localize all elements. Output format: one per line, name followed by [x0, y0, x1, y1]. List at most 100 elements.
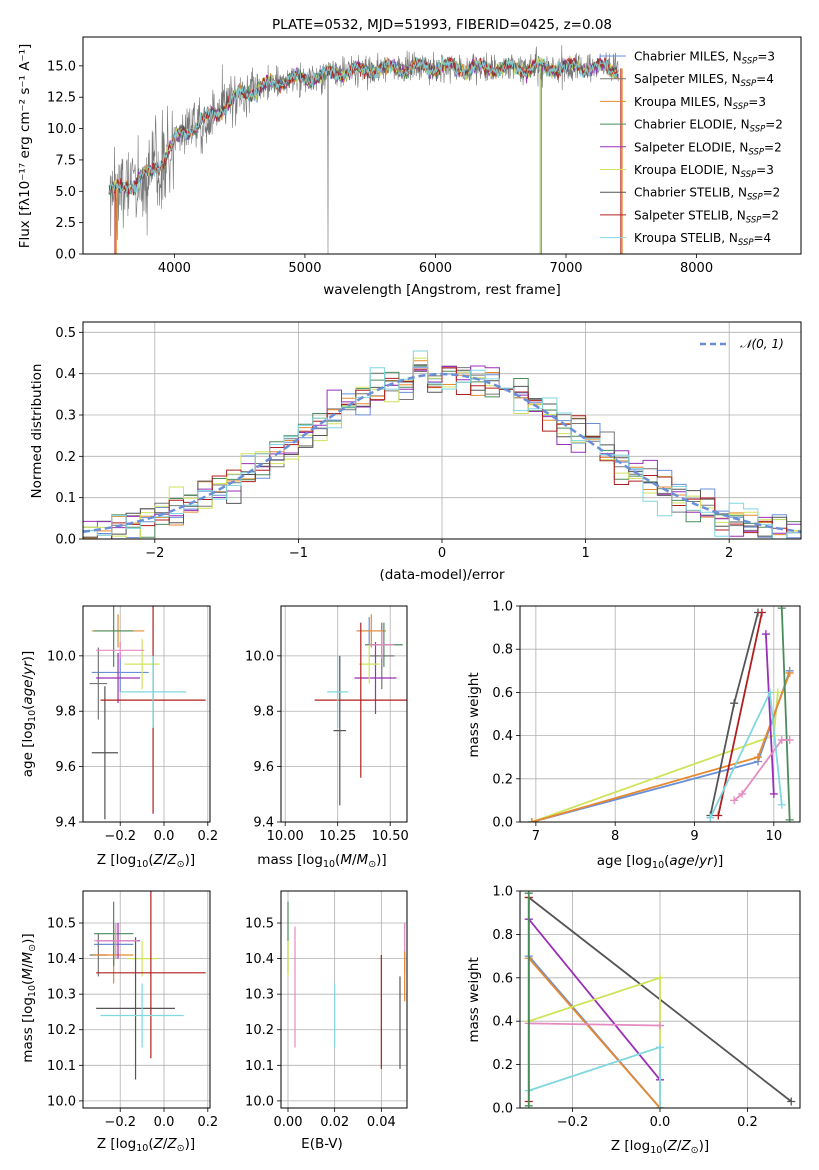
- axes-frame: [519, 890, 801, 1109]
- plus-marker: [785, 668, 794, 677]
- y-tick-label: 9.8: [55, 705, 76, 720]
- x-tick-label: 10: [766, 829, 783, 844]
- y-tick-label: 12.5: [47, 91, 76, 106]
- x-tick-label: 0.2: [197, 1115, 218, 1130]
- model-fit-line: [108, 56, 619, 194]
- mass-weight-line: [528, 976, 661, 1108]
- plus-marker: [787, 1097, 796, 1106]
- mass-weight-age-plot: 7 8 9 10 0.0 0.2 0.4 0.6 0.8 1.0: [492, 600, 801, 844]
- legend-entry-subscript: SSP: [748, 147, 764, 157]
- plus-marker: [656, 1021, 664, 1030]
- plus-marker: [524, 1101, 533, 1108]
- plus-marker: [527, 818, 536, 822]
- axes-frame: [82, 321, 802, 540]
- y-tick-label: 10.0: [47, 1094, 76, 1109]
- normal-curve-legend-label: 𝒩(0, 1): [740, 337, 784, 351]
- mass-extinction-plot: 0.00 0.02 0.04 10.0 10.1 10.2 10.3 10.4 10.5: [245, 890, 408, 1130]
- x-tick-label: 6000: [419, 261, 452, 276]
- y-tick-label: 10.2: [245, 1023, 274, 1038]
- x-tick-label: 0.2: [197, 829, 218, 844]
- age-mass-x-axis-label: mass [log10(M/M⊙)]: [257, 852, 386, 870]
- legend-entry-count: =3: [748, 95, 766, 109]
- legend-entry: Salpeter STELIB, NSSP=2: [634, 208, 779, 225]
- plus-marker: [765, 688, 774, 697]
- x-tick-label: −2: [145, 546, 164, 561]
- x-tick-label: 10.00: [267, 829, 304, 844]
- legend-entry-subscript: SSP: [738, 238, 754, 248]
- y-tick-label: 9.8: [253, 705, 274, 720]
- observed-spectrum-line: [108, 45, 619, 254]
- mass-weight-metallicity-y-axis-label: mass weight: [466, 957, 482, 1042]
- spectrum-plot: 4000 5000 6000 7000 8000 0.0 2.5 5.0 7.5 10.0 12.5…: [47, 36, 802, 276]
- y-tick-label: 15.0: [47, 59, 76, 74]
- legend-entry: Kroupa MILES, NSSP=3: [634, 95, 766, 112]
- mass-metallicity-x-axis-label: Z [log10(Z/Z⊙)]: [97, 1136, 195, 1154]
- plus-marker: [706, 813, 715, 822]
- plot-area: [83, 350, 801, 539]
- y-tick-label: 0.4: [492, 729, 513, 744]
- y-tick-label: 0.4: [55, 367, 76, 382]
- legend-entry-subscript: SSP: [733, 102, 749, 112]
- mass-weight-metallicity-plot: −0.2 0.0 0.2 0.0 0.2 0.4 0.6 0.8 1.0: [492, 885, 801, 1130]
- axes-frame: [82, 36, 802, 255]
- y-tick-label: 0.3: [55, 409, 76, 424]
- mass-metallicity-plot: −0.2 0.0 0.2 10.0 10.1 10.2 10.3 10.4 10.5: [47, 890, 218, 1130]
- legend-entry: Salpeter MILES, NSSP=4: [634, 72, 774, 89]
- legend-entry-count: =2: [761, 208, 779, 222]
- legend-entry: Chabrier STELIB, NSSP=2: [634, 186, 780, 203]
- y-tick-label: 1.0: [492, 885, 513, 900]
- y-tick-label: 10.5: [47, 917, 76, 932]
- legend-entry-name: Kroupa MILES, N: [634, 95, 733, 109]
- legend-entry-count: =3: [756, 163, 774, 177]
- mass-weight-line: [780, 608, 791, 820]
- legend-entry: Salpeter ELODIE, NSSP=2: [634, 140, 782, 157]
- legend-entry-name: Salpeter STELIB, N: [634, 208, 746, 222]
- legend-entry-name: Chabrier STELIB, N: [634, 186, 747, 200]
- y-tick-label: 0.1: [55, 491, 76, 506]
- y-tick-label: 9.6: [55, 760, 76, 775]
- x-tick-label: 2: [725, 546, 733, 561]
- y-tick-label: 0.8: [492, 643, 513, 658]
- y-tick-label: 9.6: [253, 760, 274, 775]
- x-tick-label: 5000: [288, 261, 321, 276]
- legend-entry-count: =2: [765, 118, 783, 132]
- legend-entry-subscript: SSP: [746, 215, 762, 225]
- y-tick-label: 0.5: [55, 326, 76, 341]
- y-tick-label: 10.2: [47, 1023, 76, 1038]
- x-tick-label: 0.02: [320, 1115, 349, 1130]
- y-tick-label: 1.0: [492, 600, 513, 615]
- plus-marker: [757, 608, 766, 617]
- x-tick-label: 8000: [680, 261, 713, 276]
- plot-area: [89, 891, 206, 1080]
- mass-weight-line: [528, 1022, 661, 1027]
- histogram-series: [83, 350, 801, 539]
- legend-entry-count: =2: [763, 186, 781, 200]
- plus-marker: [773, 688, 782, 697]
- y-tick-label: 10.0: [47, 122, 76, 137]
- legend-entry-subscript: SSP: [741, 79, 757, 89]
- y-tick-label: 10.1: [245, 1059, 274, 1074]
- legend-entry-subscript: SSP: [742, 57, 758, 67]
- y-tick-label: 0.0: [492, 1102, 513, 1117]
- spectrum-title: PLATE=0532, MJD=51993, FIBERID=0425, z=0…: [272, 17, 612, 33]
- y-tick-label: 0.4: [492, 1015, 513, 1030]
- legend-entry-name: Salpeter ELODIE, N: [634, 140, 748, 154]
- y-tick-label: 7.5: [55, 153, 76, 168]
- plus-marker: [738, 789, 747, 798]
- histogram-x-axis-label: (data-model)/error: [379, 567, 505, 583]
- y-tick-label: 5.0: [55, 185, 76, 200]
- histogram-y-axis-label: Normed distribution: [29, 364, 45, 499]
- y-tick-label: 10.0: [245, 1094, 274, 1109]
- plus-marker: [730, 699, 739, 708]
- mass-weight-line: [709, 612, 759, 816]
- legend-entry-name: Chabrier ELODIE, N: [634, 118, 750, 132]
- x-tick-label: 0.00: [274, 1115, 303, 1130]
- y-tick-label: 0.0: [55, 533, 76, 548]
- x-tick-label: 8: [611, 829, 619, 844]
- y-tick-label: 0.0: [55, 248, 76, 263]
- plot-area: [287, 901, 406, 1069]
- y-tick-label: 2.5: [55, 216, 76, 231]
- x-tick-label: 10.25: [319, 829, 356, 844]
- plot-area: [527, 606, 794, 822]
